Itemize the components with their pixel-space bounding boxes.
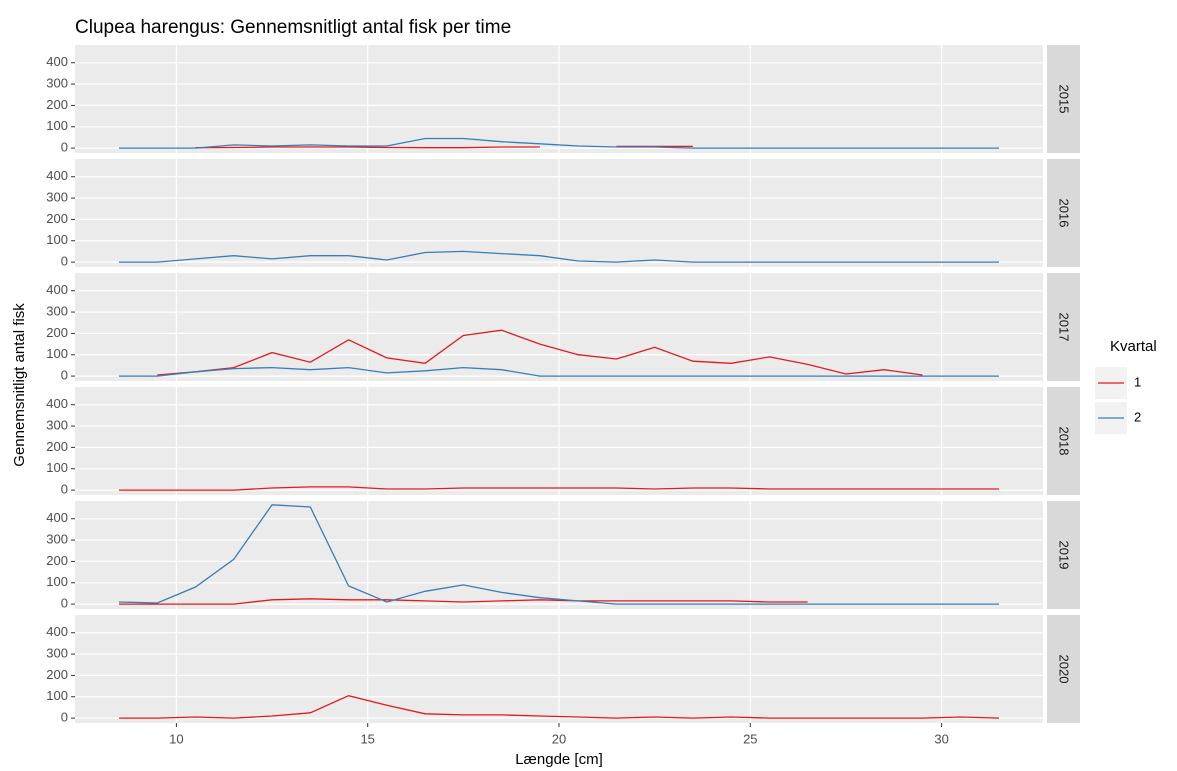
- y-tick-label: 0: [61, 710, 68, 725]
- x-axis-label: Længde [cm]: [515, 751, 603, 768]
- y-tick-label: 100: [46, 460, 68, 475]
- facet-label: 2016: [1057, 199, 1072, 228]
- facet-strip: [1047, 273, 1080, 381]
- y-tick-label: 300: [46, 531, 68, 546]
- legend-label: 2: [1134, 409, 1141, 424]
- facet-strip: [1047, 615, 1080, 723]
- legend-label: 1: [1134, 374, 1141, 389]
- y-tick-label: 300: [46, 645, 68, 660]
- y-tick-label: 400: [46, 510, 68, 525]
- series-line: [119, 598, 808, 605]
- series-line: [119, 366, 999, 377]
- y-tick-label: 400: [46, 282, 68, 297]
- facet-strip: [1047, 387, 1080, 495]
- chart-title: Clupea harengus: Gennemsnitligt antal fi…: [75, 17, 511, 38]
- y-tick-label: 400: [46, 54, 68, 69]
- y-tick-label: 100: [46, 574, 68, 589]
- y-tick-label: 200: [46, 553, 68, 568]
- y-tick-label: 100: [46, 232, 68, 247]
- y-tick-label: 200: [46, 211, 68, 226]
- x-tick-label: 30: [934, 731, 948, 746]
- y-tick-label: 100: [46, 118, 68, 133]
- y-tick-label: 300: [46, 303, 68, 318]
- y-tick-label: 300: [46, 75, 68, 90]
- y-tick-label: 0: [61, 596, 68, 611]
- facet-label: 2019: [1057, 541, 1072, 570]
- x-tick-label: 15: [360, 731, 374, 746]
- facet-label: 2018: [1057, 427, 1072, 456]
- y-tick-label: 100: [46, 346, 68, 361]
- series-line: [119, 695, 1000, 719]
- y-tick-label: 200: [46, 97, 68, 112]
- facet-strip: [1047, 45, 1080, 153]
- y-tick-label: 200: [46, 325, 68, 340]
- y-tick-label: 400: [46, 168, 68, 183]
- facet-label: 2015: [1057, 85, 1072, 114]
- x-tick-label: 10: [169, 731, 183, 746]
- y-axis-label: Gennemsnitligt antal fisk: [11, 303, 28, 467]
- y-tick-label: 200: [46, 667, 68, 682]
- series-line: [118, 504, 999, 605]
- y-tick-label: 400: [46, 624, 68, 639]
- y-tick-label: 100: [46, 688, 68, 703]
- y-tick-label: 0: [61, 368, 68, 383]
- y-tick-label: 0: [61, 140, 68, 155]
- series-line: [119, 486, 999, 491]
- y-tick-label: 200: [46, 439, 68, 454]
- facet-strip: [1047, 159, 1080, 267]
- y-tick-label: 0: [61, 254, 68, 269]
- series-line: [119, 137, 999, 149]
- y-tick-label: 300: [46, 417, 68, 432]
- y-tick-label: 0: [61, 482, 68, 497]
- facet-label: 2020: [1057, 655, 1072, 684]
- series-line: [119, 250, 999, 263]
- series-line: [157, 329, 923, 376]
- legend-title: Kvartal: [1110, 338, 1157, 355]
- facet-label: 2017: [1057, 313, 1072, 342]
- facet-strip: [1047, 501, 1080, 609]
- x-tick-label: 25: [743, 731, 757, 746]
- y-tick-label: 400: [46, 396, 68, 411]
- x-tick-label: 20: [552, 731, 566, 746]
- y-tick-label: 300: [46, 189, 68, 204]
